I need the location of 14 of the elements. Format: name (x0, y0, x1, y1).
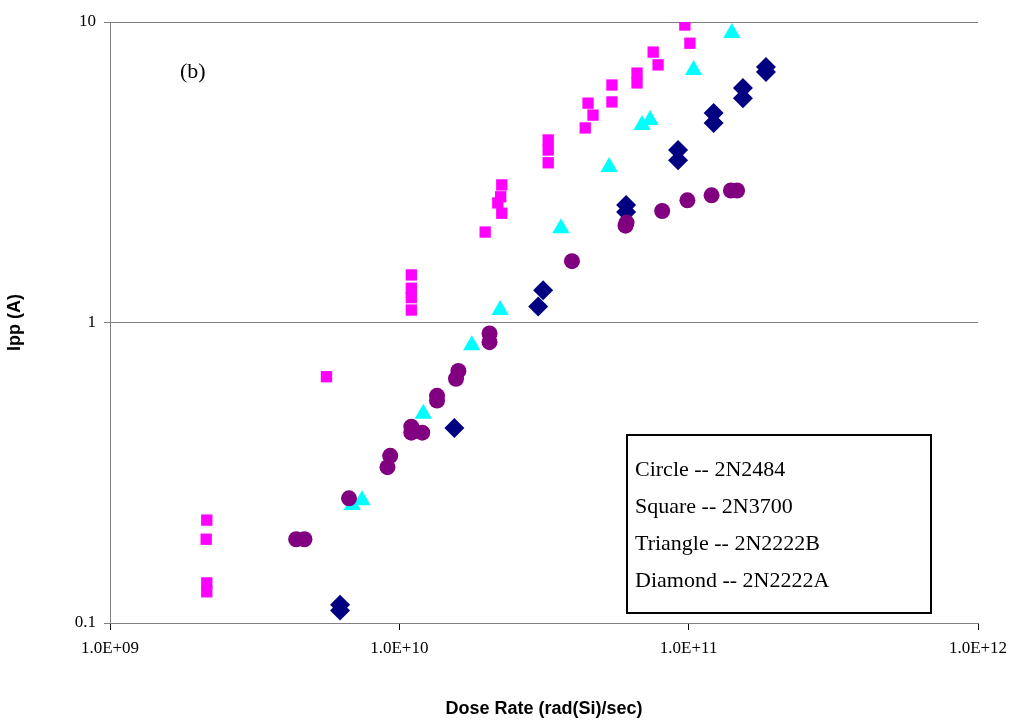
x-tick-label: 1.0E+12 (948, 637, 1008, 657)
x-tick-label: 1.0E+10 (370, 637, 429, 657)
y-axis-title: Ipp (A) (3, 294, 24, 351)
annotation: Circle -- 2N2484 (635, 455, 787, 483)
x-tick-label: 1.0E+09 (80, 637, 140, 657)
annotation: Triangle -- 2N2222B (635, 529, 821, 557)
annotation: Diamond -- 2N2222A (635, 566, 831, 594)
y-tick-label: 0.1 (74, 612, 96, 632)
annotation: (b) (180, 58, 206, 84)
x-axis-title: Dose Rate (rad(Si)/sec) (445, 698, 643, 719)
y-tick-label: 10 (79, 11, 96, 31)
x-tick-label: 1.0E+11 (659, 637, 718, 657)
y-tick-label: 1 (87, 311, 96, 331)
annotation: Square -- 2N3700 (635, 492, 794, 520)
